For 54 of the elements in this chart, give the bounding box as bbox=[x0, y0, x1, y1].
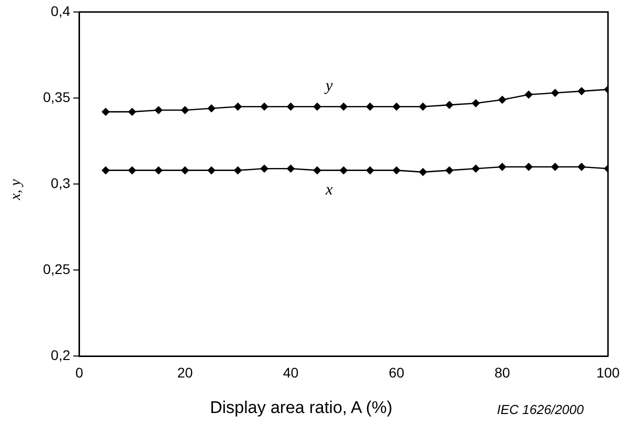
point bbox=[446, 166, 454, 174]
point bbox=[102, 108, 110, 116]
point bbox=[419, 102, 427, 111]
point bbox=[392, 102, 400, 111]
point bbox=[128, 108, 136, 116]
point bbox=[286, 164, 295, 172]
y-tick-label: 0,2 bbox=[50, 347, 70, 364]
y-tick-label: 0,25 bbox=[43, 261, 70, 278]
point bbox=[340, 102, 348, 111]
x-tick-label: 40 bbox=[282, 364, 299, 380]
x-axis-title: Display area ratio, A (%) bbox=[210, 398, 392, 418]
point bbox=[551, 163, 559, 171]
point bbox=[181, 166, 189, 174]
point bbox=[578, 163, 586, 171]
point bbox=[234, 102, 242, 111]
point bbox=[366, 166, 374, 174]
series-label: y bbox=[324, 78, 334, 95]
point bbox=[286, 102, 295, 111]
y-tick-label: 0,4 bbox=[50, 2, 70, 19]
y-tick-label: 0,35 bbox=[43, 88, 70, 105]
point bbox=[313, 102, 322, 111]
point bbox=[524, 90, 533, 98]
x-tick-label: 20 bbox=[177, 364, 193, 380]
point bbox=[446, 101, 454, 109]
point bbox=[181, 106, 189, 114]
point bbox=[472, 164, 480, 172]
x-tick-label: 60 bbox=[388, 364, 404, 380]
point bbox=[154, 166, 162, 174]
point bbox=[472, 99, 480, 108]
point bbox=[234, 166, 242, 174]
series-label: x bbox=[324, 181, 333, 198]
point bbox=[208, 104, 216, 112]
point bbox=[340, 166, 348, 174]
point bbox=[313, 166, 322, 174]
point bbox=[366, 102, 374, 111]
point bbox=[578, 87, 586, 96]
point bbox=[260, 102, 268, 111]
point bbox=[208, 166, 216, 174]
point bbox=[154, 106, 162, 114]
x-tick-label: 0 bbox=[75, 364, 84, 380]
point bbox=[392, 166, 400, 174]
point bbox=[524, 163, 533, 171]
x-tick-label: 80 bbox=[494, 364, 510, 380]
point bbox=[498, 163, 506, 171]
point bbox=[419, 168, 427, 176]
point bbox=[260, 164, 268, 172]
y-tick-label: 0,3 bbox=[50, 174, 70, 191]
text: IEC 1626/2000 bbox=[497, 402, 584, 417]
point bbox=[551, 89, 559, 97]
x-tick-label: 100 bbox=[596, 364, 620, 380]
y-axis-title: x, y bbox=[8, 179, 25, 200]
point bbox=[498, 96, 506, 104]
point bbox=[102, 166, 110, 174]
point bbox=[128, 166, 136, 174]
